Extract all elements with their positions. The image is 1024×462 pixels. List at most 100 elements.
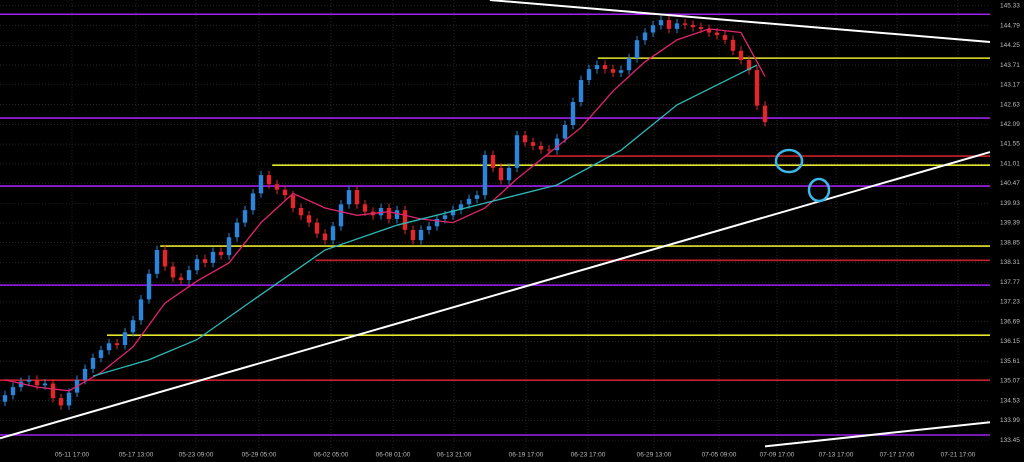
candle-body [586,69,592,81]
candle-body [602,65,608,70]
x-tick-label: 05-29 05:00 [242,452,277,459]
candle-body [410,229,416,241]
moving-average [92,64,758,377]
candle-body [722,35,728,40]
candle-body [338,204,344,227]
y-tick-label: 141.01 [1000,160,1020,167]
candle-body [10,387,16,396]
candle-body [298,208,304,216]
candle-body [130,320,136,333]
candle-body [322,233,328,241]
y-tick-label: 138.31 [1000,259,1020,266]
candle-body [594,65,600,70]
candle-body [138,299,144,321]
labels: 145.33 144.79 144.25 143.71 143.17 142.63 142.… [55,3,1020,459]
candle-body [418,229,424,241]
x-tick-label: 07-21 17:00 [941,452,976,459]
candle-body [714,32,720,36]
x-tick-label: 06-02 05:00 [314,452,349,459]
y-tick-label: 145.33 [1000,3,1020,10]
candle-body [666,20,672,29]
candle-body [610,69,616,73]
y-tick-label: 142.09 [1000,121,1020,128]
candle-body [530,142,536,146]
candles [2,15,768,410]
candle-body [634,40,640,59]
candle-body [82,368,88,380]
x-tick-label: 06-23 17:00 [571,452,606,459]
y-tick-label: 142.63 [1000,101,1020,108]
y-tick-label: 137.77 [1000,279,1020,286]
candle-body [146,273,152,300]
annotation-circle [774,148,804,174]
candle-body [226,237,232,256]
candle-body [618,70,624,73]
candle-body [450,209,456,216]
candle-body [682,23,688,25]
candle-body [514,135,520,168]
candle-body [18,381,24,388]
y-tick-label: 141.55 [1000,141,1020,148]
candle-body [162,250,168,267]
y-tick-label: 144.79 [1000,22,1020,29]
candle-body [522,135,528,143]
candle-body [98,350,104,358]
candle-body [554,138,560,151]
candle-body [442,215,448,219]
x-tick-label: 06-29 13:00 [637,452,672,459]
candle-body [266,175,272,185]
candle-body [122,332,128,346]
x-tick-label: 05-17 13:00 [119,452,154,459]
y-tick-label: 133.99 [1000,417,1020,424]
y-tick-label: 139.93 [1000,200,1020,207]
y-tick-label: 140.47 [1000,180,1020,187]
annotation-circle [807,177,831,203]
candle-body [498,167,504,181]
candle-body [546,149,552,151]
candle-body [194,259,200,271]
candle-body [482,154,488,196]
candle-body [706,28,712,33]
candle-body [66,392,72,406]
candle-body [538,145,544,150]
candle-body [346,190,352,205]
candle-body [658,20,664,26]
candle-body [434,218,440,227]
x-tick-label: 07-13 17:00 [819,452,854,459]
candle-body [394,210,400,219]
trendline [489,0,991,44]
x-tick-label: 06-19 17:00 [509,452,544,459]
x-tick-label: 06-13 21:00 [437,452,472,459]
candle-body [90,357,96,369]
candle-body [314,222,320,234]
candle-body [738,50,744,60]
candle-body [26,379,32,382]
y-tick-label: 136.15 [1000,338,1020,345]
candle-body [154,250,160,274]
candle-body [178,277,184,281]
candle-body [690,24,696,28]
candle-body [306,215,312,223]
candle-body [674,23,680,29]
candle-body [762,105,768,123]
candle-body [170,266,176,278]
y-tick-label: 136.69 [1000,318,1020,325]
x-tick-label: 05-23 09:00 [179,452,214,459]
x-tick-label: 07-05 09:00 [702,452,737,459]
y-tick-label: 135.61 [1000,358,1020,365]
candle-body [210,251,216,263]
candle-body [730,39,736,51]
candle-body [234,222,240,238]
candle-body [274,184,280,190]
y-tick-label: 135.07 [1000,378,1020,385]
y-tick-label: 144.25 [1000,42,1020,49]
candle-body [330,226,336,241]
candle-body [642,32,648,41]
candle-body [466,198,472,205]
candle-body [258,175,264,194]
candle-body [754,70,760,106]
x-tick-label: 05-11 17:00 [55,452,90,459]
candle-body [562,125,568,139]
y-tick-label: 138.85 [1000,239,1020,246]
